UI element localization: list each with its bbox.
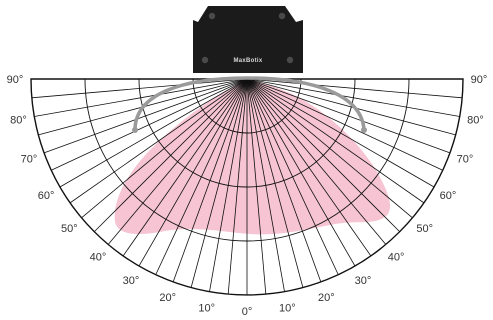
angle-label-left: 20°	[159, 292, 176, 304]
screw-bottom-right	[286, 56, 294, 64]
radial-line	[246, 78, 413, 219]
radial-line	[138, 78, 248, 267]
angle-label-left: 90°	[7, 74, 24, 86]
radial-line	[246, 78, 401, 233]
mounting-bracket	[133, 76, 366, 132]
radial-line	[172, 78, 248, 283]
angle-label-right: 50°	[416, 223, 433, 235]
radial-line	[246, 78, 372, 257]
protractor-outer-arc	[30, 78, 464, 296]
protractor-grid	[30, 78, 464, 296]
radial-line	[246, 78, 339, 275]
radial-line	[122, 78, 248, 257]
radial-line	[227, 78, 248, 295]
angle-label-left: 10°	[198, 303, 215, 315]
radial-line	[246, 78, 322, 283]
bracket-end-right	[361, 127, 367, 133]
radial-line	[81, 78, 248, 219]
beam-pattern-region	[114, 80, 391, 235]
angle-label-center: 0°	[242, 306, 253, 318]
radial-line	[43, 78, 248, 154]
sensor-brand-label: MaxBotix	[233, 58, 262, 64]
screw-bottom-left	[201, 56, 209, 64]
angle-label-left: 80°	[10, 114, 27, 126]
radial-line	[246, 78, 285, 292]
angle-label-right: 60°	[440, 190, 457, 202]
radial-line	[69, 78, 248, 204]
angle-label-right: 20°	[318, 292, 335, 304]
radial-line	[246, 78, 387, 245]
radial-line	[246, 78, 304, 288]
angle-labels: 90° 80° 70° 60° 50° 40° 30° 20° 10° 0° 10° 20° 30° 40…	[7, 74, 488, 318]
radial-line	[31, 78, 248, 99]
ultrasonic-sensor: MaxBotix	[193, 6, 303, 73]
angle-label-right: 10°	[279, 303, 296, 315]
sensor-housing	[193, 6, 303, 73]
screw-top-right	[278, 12, 286, 20]
angle-label-left: 50°	[61, 223, 78, 235]
radial-line	[246, 78, 356, 267]
radial-line	[246, 78, 451, 154]
radial-line	[190, 78, 248, 288]
radial-line	[246, 78, 456, 136]
screw-top-left	[208, 12, 216, 20]
radial-line	[155, 78, 248, 275]
bracket-end-left	[132, 127, 138, 133]
radial-line	[246, 78, 435, 188]
angle-label-left: 70°	[21, 153, 38, 165]
radial-line	[246, 78, 443, 171]
angle-label-left: 60°	[38, 190, 55, 202]
radial-line	[34, 78, 248, 117]
angle-label-right: 90°	[471, 74, 488, 86]
angle-label-right: 80°	[467, 114, 484, 126]
radial-line	[51, 78, 248, 171]
angle-label-right: 70°	[457, 153, 474, 165]
angle-label-right: 40°	[388, 252, 405, 264]
radial-line	[246, 78, 463, 99]
radial-line	[246, 78, 460, 117]
radial-line	[107, 78, 248, 245]
radial-line	[246, 78, 267, 295]
radial-line	[59, 78, 248, 188]
angle-label-left: 40°	[90, 252, 107, 264]
angle-label-right: 30°	[355, 275, 372, 287]
radial-line	[93, 78, 248, 233]
radial-line	[209, 78, 248, 292]
radial-line	[246, 78, 425, 204]
angle-label-left: 30°	[123, 275, 140, 287]
